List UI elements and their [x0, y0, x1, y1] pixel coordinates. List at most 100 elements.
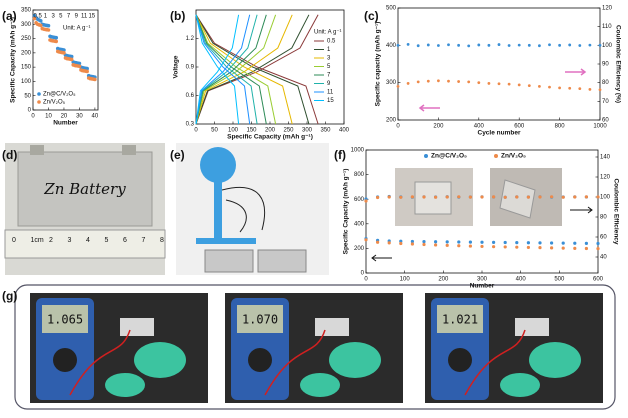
- dial: [448, 348, 472, 372]
- y2-tick-label: 100: [602, 43, 613, 49]
- ruler: [4, 229, 166, 259]
- point: [426, 79, 430, 83]
- y2-axis-label: Coulombic Efficiency (%): [614, 25, 621, 103]
- y2-tick-label: 120: [602, 6, 613, 12]
- point: [538, 195, 542, 199]
- point: [376, 195, 380, 200]
- series-line: [195, 14, 310, 125]
- point: [406, 43, 410, 46]
- point: [492, 240, 496, 244]
- y-tick-label: 250: [21, 36, 32, 42]
- x-tick-label: 150: [246, 128, 257, 134]
- reading: 1.065: [47, 313, 83, 327]
- x-tick-label: 200: [438, 277, 449, 283]
- panel-label: (b): [170, 9, 185, 23]
- ruler-label: 2: [49, 237, 53, 244]
- panel-label: (g): [2, 289, 17, 303]
- y-tick-label: 200: [21, 50, 32, 56]
- step-label: 15: [88, 14, 95, 20]
- x-tick-label: 0: [31, 114, 35, 120]
- point: [515, 245, 519, 249]
- point: [406, 82, 410, 85]
- point: [598, 88, 602, 92]
- panel-label: (d): [2, 148, 17, 162]
- legend-label: 3: [327, 56, 331, 62]
- y-tick-label: 0: [28, 108, 32, 114]
- point: [387, 195, 391, 199]
- point: [578, 87, 582, 91]
- legend-label: 7: [327, 73, 331, 79]
- y2-tick-label: 120: [600, 175, 611, 181]
- cell: [315, 318, 349, 336]
- point: [561, 195, 565, 199]
- battery-label: Zn Battery: [43, 180, 126, 198]
- point: [517, 43, 521, 47]
- inset-pouch: [499, 179, 536, 219]
- point: [561, 241, 565, 245]
- point: [487, 82, 491, 85]
- point: [468, 244, 472, 248]
- y-tick-label: 0.3: [186, 122, 195, 128]
- point: [588, 87, 592, 91]
- point: [503, 245, 507, 249]
- x-axis-label: Cycle number: [478, 130, 521, 137]
- legend-label: 0.5: [327, 39, 336, 45]
- point: [538, 44, 541, 48]
- x-tick-label: 0: [364, 277, 368, 283]
- point: [507, 82, 511, 86]
- x-tick-label: 20: [61, 114, 68, 120]
- step-label: 5: [59, 14, 63, 20]
- legend-label: 1: [327, 47, 331, 53]
- point: [69, 57, 74, 62]
- stand: [214, 180, 222, 240]
- point: [526, 195, 531, 199]
- probe-wire: [464, 329, 526, 396]
- legend-label: 11: [327, 90, 334, 96]
- x-tick-label: 400: [339, 128, 350, 134]
- point: [445, 195, 449, 199]
- point: [538, 246, 542, 250]
- point: [457, 80, 460, 83]
- point: [410, 242, 414, 246]
- point: [517, 83, 521, 87]
- plot-frame: [397, 7, 601, 121]
- x-tick-label: 400: [474, 124, 485, 130]
- point: [480, 244, 484, 249]
- point: [487, 43, 491, 47]
- ruler-label: 5: [105, 237, 109, 244]
- point: [32, 16, 37, 21]
- point: [527, 43, 531, 47]
- legend-label: 15: [327, 98, 334, 104]
- point: [85, 69, 89, 74]
- y-tick-label: 200: [386, 118, 397, 124]
- y-axis-label: Specific Capacity (mAh g⁻¹): [10, 17, 17, 103]
- y-tick-label: 150: [21, 65, 32, 71]
- y-tick-label: 1.2: [186, 36, 195, 42]
- y2-tick-label: 70: [602, 99, 609, 105]
- point: [46, 23, 51, 28]
- ruler-label: 1cm: [31, 237, 44, 244]
- x-tick-label: 200: [265, 128, 276, 134]
- point: [596, 247, 600, 251]
- point: [515, 195, 519, 199]
- lcd: [437, 305, 483, 333]
- y-tick-label: 800: [354, 172, 365, 178]
- tab: [122, 145, 136, 155]
- glove: [500, 373, 540, 397]
- point: [77, 64, 82, 69]
- y-tick-label: 200: [354, 246, 365, 252]
- x-tick-label: 250: [283, 128, 294, 134]
- legend-label: 9: [327, 81, 331, 87]
- point: [568, 86, 572, 90]
- panel-label: (c): [364, 9, 379, 23]
- arrow: [418, 104, 440, 112]
- point: [550, 246, 554, 250]
- point: [573, 246, 577, 250]
- point: [598, 43, 602, 47]
- arrow: [371, 254, 392, 262]
- x-axis-label: Number: [470, 283, 495, 290]
- point: [596, 195, 600, 199]
- y2-tick-label: 60: [600, 235, 607, 241]
- arrow: [565, 68, 587, 76]
